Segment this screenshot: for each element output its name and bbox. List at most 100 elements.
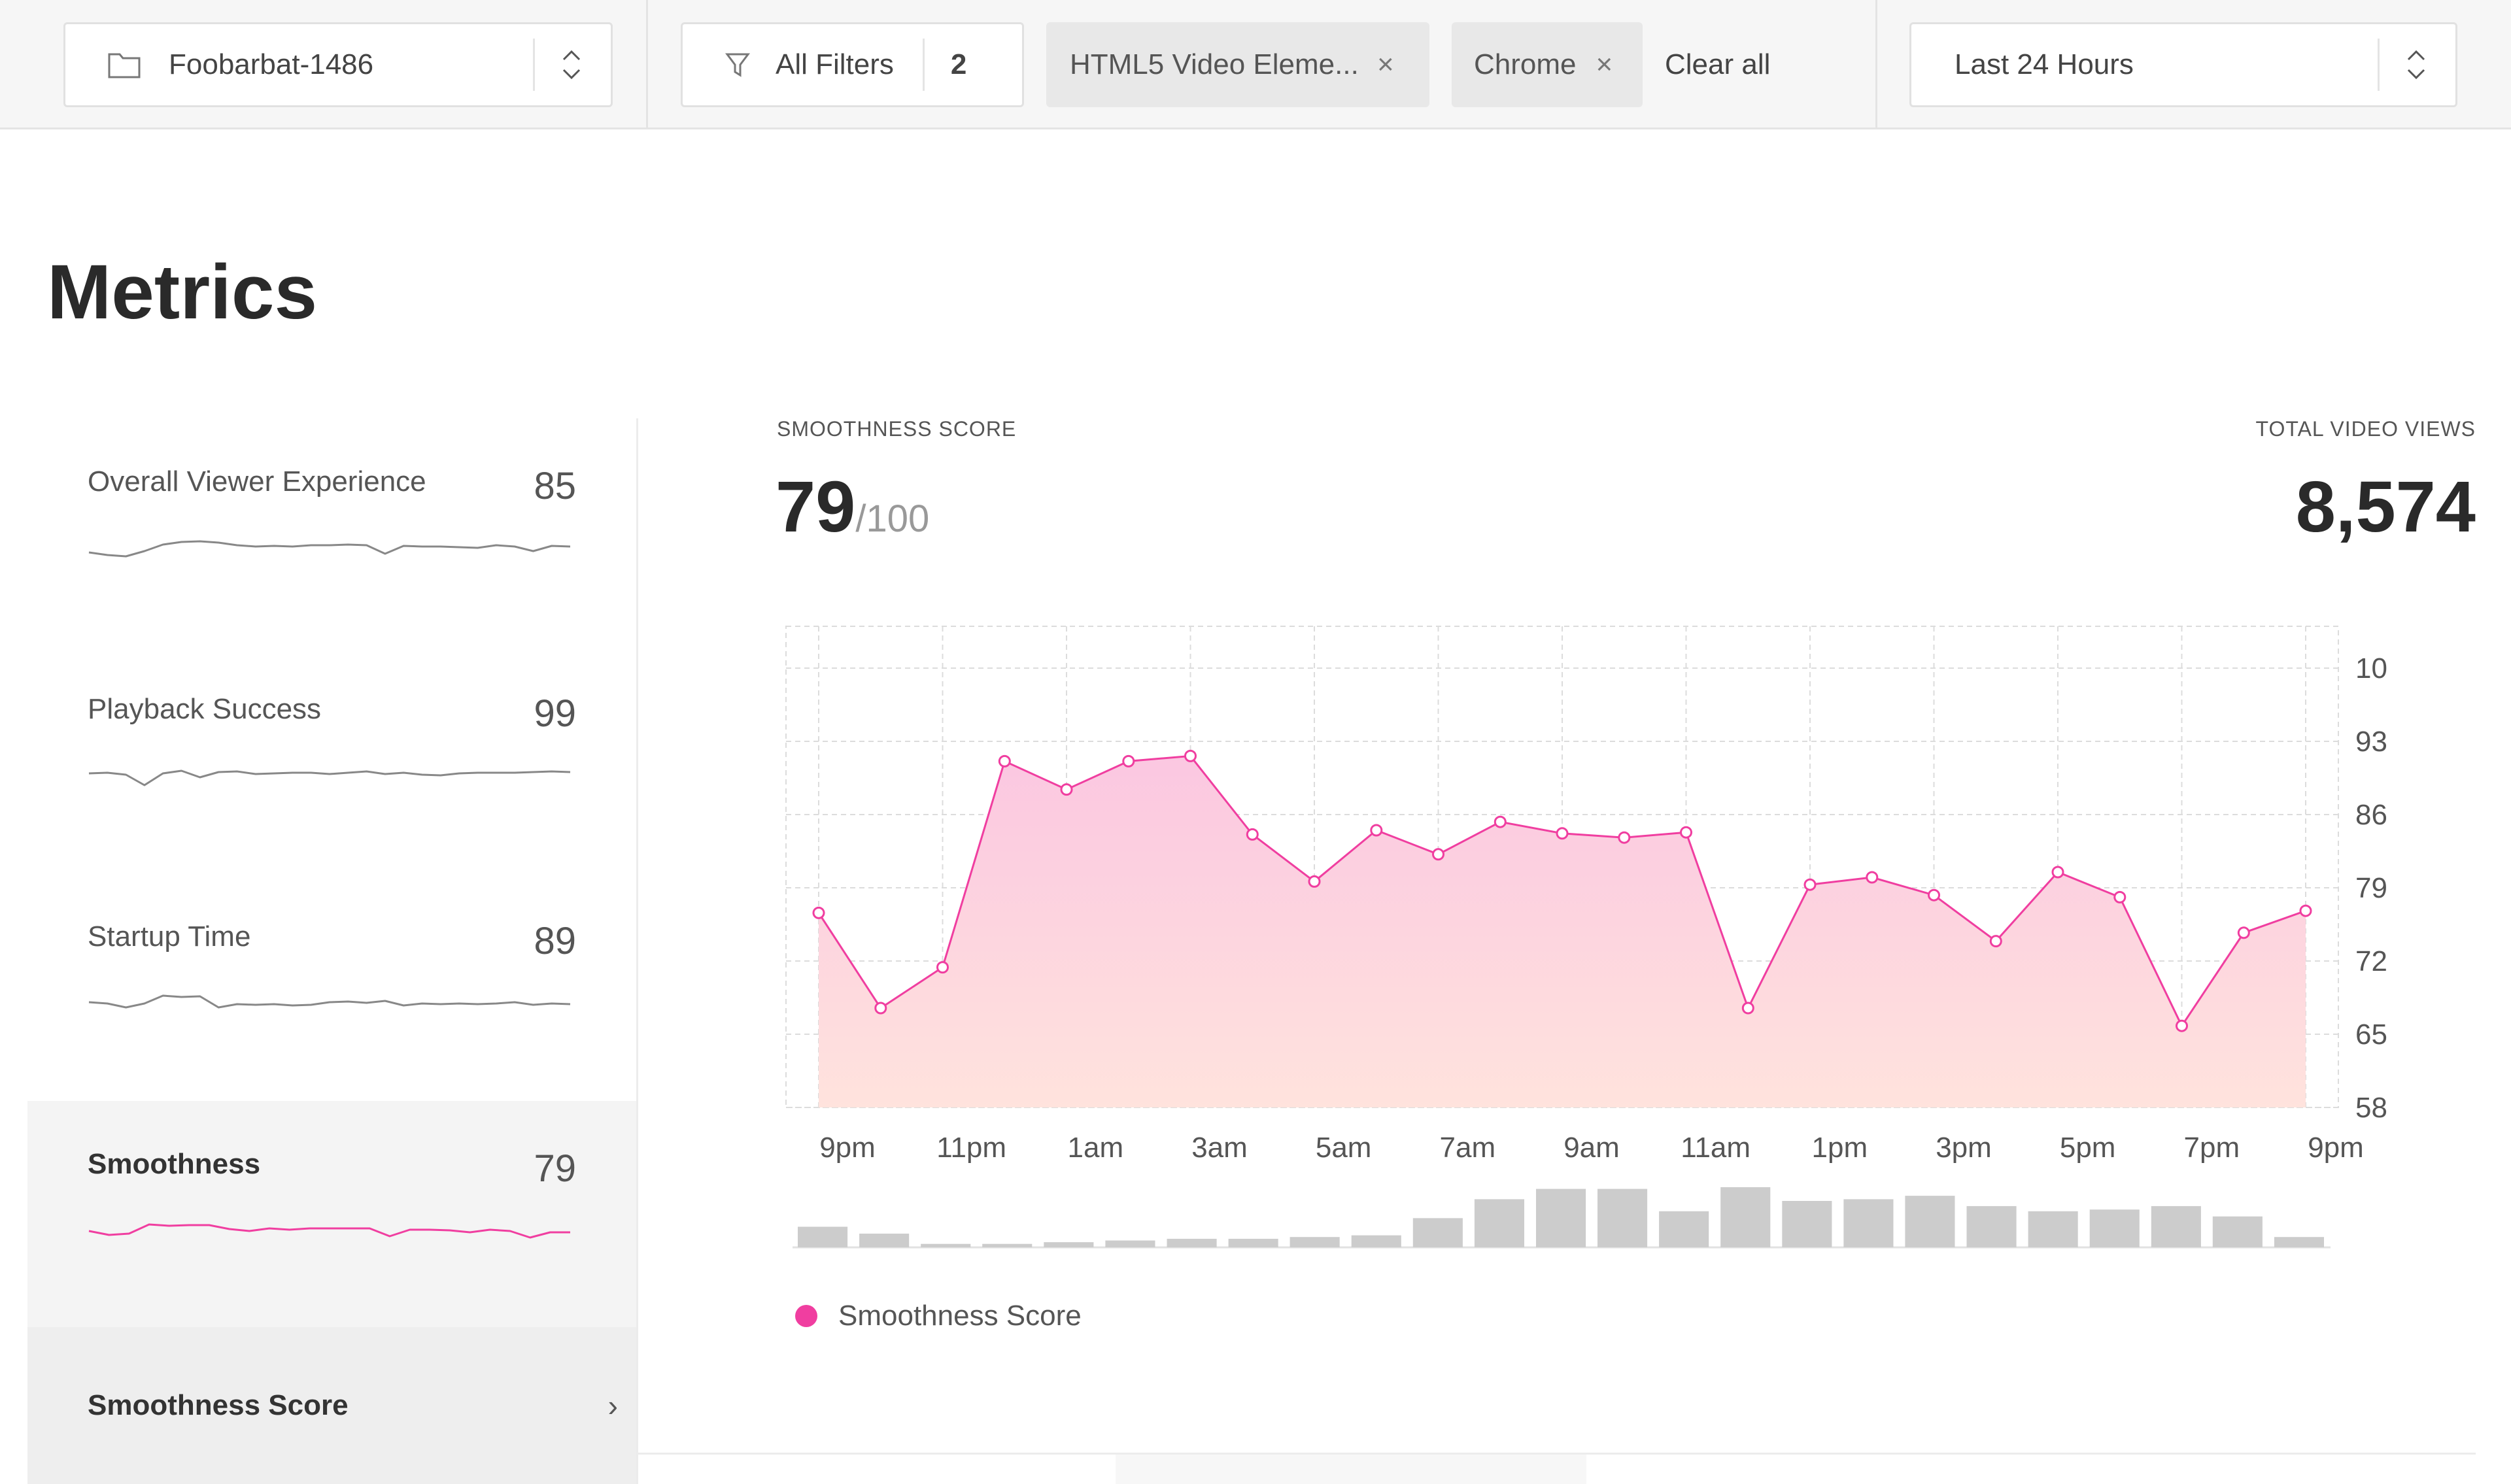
y-tick-label: 93 xyxy=(2355,726,2387,758)
x-tick-label: 9am xyxy=(1563,1132,1620,1164)
x-tick-label: 11pm xyxy=(936,1132,1006,1164)
sparkline xyxy=(88,1223,570,1239)
data-point[interactable] xyxy=(1246,828,1259,841)
filter-chip-html5-video: HTML5 Video Eleme... × xyxy=(1046,22,1429,107)
close-icon[interactable]: × xyxy=(1377,48,1394,80)
sparkline-path xyxy=(88,540,571,558)
filter-count: 2 xyxy=(950,48,967,80)
smoothness-chart: 100 93 86 79 72 65 58 9pm 11pm 1am 3am 5am 7am 9am 11… xyxy=(785,626,2387,1249)
sub-metric-label: Smoothness Score xyxy=(88,1389,349,1421)
views-bar xyxy=(1044,1242,1094,1247)
x-tick-label: 3pm xyxy=(1936,1132,1992,1164)
metric-playback-success[interactable]: Playback Success 99 xyxy=(27,646,636,875)
project-selector[interactable]: Foobarbat-1486 xyxy=(63,22,613,107)
divider xyxy=(1875,0,1877,129)
sub-metric-smoothness-score[interactable]: Smoothness Score › xyxy=(27,1327,636,1484)
data-point[interactable] xyxy=(1928,888,1940,902)
data-point[interactable] xyxy=(874,1002,887,1015)
total-video-views-label: TOTAL VIDEO VIEWS xyxy=(2255,417,2476,441)
data-point[interactable] xyxy=(1618,831,1631,844)
data-point[interactable] xyxy=(1741,1002,1754,1015)
filter-chip-chrome: Chrome × xyxy=(1452,22,1643,107)
data-point[interactable] xyxy=(1556,827,1569,840)
views-bar xyxy=(1536,1189,1586,1247)
filter-icon xyxy=(725,53,750,77)
data-point[interactable] xyxy=(1308,875,1321,888)
views-bar xyxy=(1720,1187,1771,1247)
metric-name: Overall Viewer Experience xyxy=(88,465,426,497)
data-point[interactable] xyxy=(2113,890,2127,903)
x-tick-label: 11am xyxy=(1681,1132,1751,1164)
sparkline-path xyxy=(88,994,571,1009)
smoothness-score-label: SMOOTHNESS SCORE xyxy=(777,417,1017,441)
divider xyxy=(533,39,535,91)
metric-name: Playback Success xyxy=(88,693,322,725)
smoothness-score-kpi: 79 /100 xyxy=(776,465,929,548)
data-point[interactable] xyxy=(1866,871,1879,884)
views-bar xyxy=(1659,1211,1709,1247)
data-point[interactable] xyxy=(1432,848,1444,861)
data-point[interactable] xyxy=(1060,783,1073,796)
all-filters-label: All Filters xyxy=(776,48,894,80)
metric-smoothness[interactable]: Smoothness 79 xyxy=(27,1101,636,1330)
x-tick-label: 5am xyxy=(1316,1132,1372,1164)
data-point[interactable] xyxy=(2176,1019,2188,1032)
clear-all-button[interactable]: Clear all xyxy=(1665,48,1771,80)
metric-name: Startup Time xyxy=(88,920,251,953)
score-suffix: /100 xyxy=(855,497,930,540)
metric-name: Smoothness xyxy=(88,1148,261,1180)
x-tick-label: 3am xyxy=(1191,1132,1248,1164)
y-tick-label: 58 xyxy=(2355,1092,2387,1124)
series-area xyxy=(819,756,2306,1107)
x-tick-label: 9pm xyxy=(819,1132,876,1164)
time-range-selector[interactable]: Last 24 Hours xyxy=(1909,22,2457,107)
grid-frame xyxy=(785,626,2339,1108)
chevron-right-icon: › xyxy=(607,1389,618,1423)
chart-legend: Smoothness Score xyxy=(795,1300,1082,1332)
chevron-up-down-icon[interactable] xyxy=(558,45,585,84)
chevron-up-down-icon[interactable] xyxy=(2403,45,2429,84)
sparkline-path xyxy=(88,769,571,786)
close-icon[interactable]: × xyxy=(1596,48,1613,80)
y-tick-label: 79 xyxy=(2355,872,2387,904)
chart-points-layer xyxy=(812,749,2312,1032)
metric-value: 89 xyxy=(534,920,576,962)
filter-chip-label: HTML5 Video Eleme... xyxy=(1070,48,1358,80)
views-bar xyxy=(2089,1209,2140,1247)
views-bar xyxy=(859,1234,910,1247)
data-point[interactable] xyxy=(1680,826,1692,839)
data-point[interactable] xyxy=(2237,926,2250,939)
data-point[interactable] xyxy=(812,906,825,919)
x-tick-label: 7pm xyxy=(2184,1132,2240,1164)
data-point[interactable] xyxy=(1370,824,1383,837)
views-bar xyxy=(1105,1240,1155,1247)
legend-swatch xyxy=(795,1305,817,1327)
chart-area-layer xyxy=(817,754,2306,1107)
data-point[interactable] xyxy=(2299,904,2312,917)
x-tick-label: 5pm xyxy=(2060,1132,2116,1164)
all-filters-button[interactable]: All Filters 2 xyxy=(681,22,1024,107)
data-point[interactable] xyxy=(1494,815,1507,828)
data-point[interactable] xyxy=(1803,878,1817,891)
views-bar xyxy=(921,1243,971,1247)
views-bar xyxy=(1843,1199,1894,1247)
data-point[interactable] xyxy=(1184,749,1197,762)
data-point[interactable] xyxy=(1989,935,2002,948)
data-point[interactable] xyxy=(1122,754,1135,767)
metric-overall-viewer-experience[interactable]: Overall Viewer Experience 85 xyxy=(27,418,636,647)
data-point[interactable] xyxy=(998,754,1011,767)
metric-list: Overall Viewer Experience 85 Playback Su… xyxy=(27,418,638,1484)
y-tick-label: 65 xyxy=(2355,1019,2387,1051)
views-bar xyxy=(2028,1211,2078,1247)
views-bar xyxy=(1290,1237,1340,1247)
views-bar xyxy=(1167,1238,1217,1247)
x-tick-label: 7am xyxy=(1440,1132,1496,1164)
metric-value: 99 xyxy=(534,692,576,735)
data-point[interactable] xyxy=(936,961,949,974)
views-bar xyxy=(2274,1237,2324,1247)
x-tick-label: 1am xyxy=(1068,1132,1124,1164)
time-range-label: Last 24 Hours xyxy=(1955,48,2134,80)
views-bar xyxy=(1351,1235,1401,1247)
data-point[interactable] xyxy=(2051,866,2064,879)
metric-startup-time[interactable]: Startup Time 89 xyxy=(27,873,636,1102)
